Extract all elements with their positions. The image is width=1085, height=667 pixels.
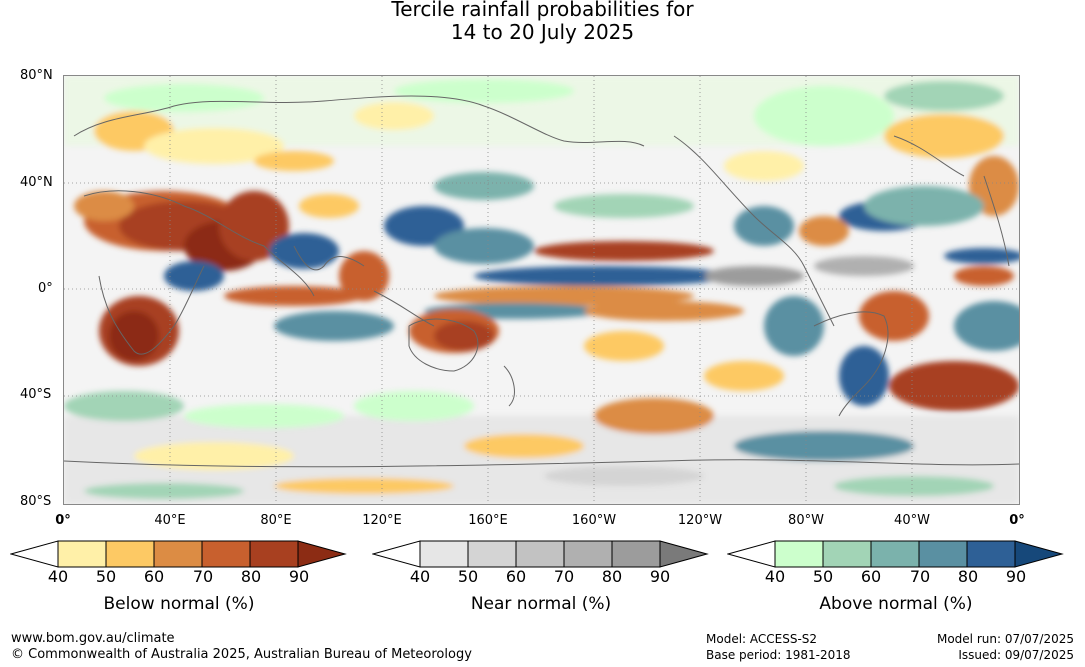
colorbar-segment (105, 540, 155, 568)
legend-near-normal (371, 540, 712, 572)
lat-label-40s: 40°S (20, 387, 52, 402)
colorbar-segment-below-40 (726, 540, 776, 568)
lat-label-80s: 80°S (20, 494, 52, 509)
colorbar-segment-below-40 (371, 540, 421, 568)
map-title-line-1: Tercile rainfall probabilities for (391, 0, 694, 21)
lon-label-120w: 120°W (677, 513, 723, 528)
colorbar-segment (822, 540, 872, 568)
colorbar-segment (153, 540, 203, 568)
colorbar-segment-above-90 (297, 540, 347, 568)
legend-near-tick: 90 (649, 567, 671, 586)
footer-issued: Issued: 09/07/2025 (958, 648, 1074, 662)
colorbar-segment (419, 540, 469, 568)
map-title-line-2: 14 to 20 July 2025 (450, 20, 635, 44)
legend-below-tick: 60 (143, 567, 165, 586)
legend-above-tick: 80 (957, 567, 979, 586)
legend-above-title: Above normal (%) (819, 594, 973, 614)
colorbar-segment (870, 540, 920, 568)
probability-map-svg (64, 76, 1019, 504)
colorbar-segment (57, 540, 107, 568)
colorbar-segment (918, 540, 968, 568)
colorbar-segment (467, 540, 517, 568)
lat-label-40n: 40°N (20, 175, 53, 190)
colorbar-segment (611, 540, 661, 568)
lon-label-80e: 80°E (260, 513, 292, 528)
colorbar-segment-above-90 (1014, 540, 1064, 568)
lon-label-40w: 40°W (894, 513, 930, 528)
legend-below-tick: 40 (47, 567, 69, 586)
legend-near-tick: 60 (505, 567, 527, 586)
footer-site-link[interactable]: www.bom.gov.au/climate (11, 631, 175, 646)
footer-base-period: Base period: 1981-2018 (706, 648, 851, 662)
legend-below-tick: 90 (288, 567, 310, 586)
colorbar-near-normal (371, 540, 709, 568)
footer-copyright: © Commonwealth of Australia 2025, Austra… (11, 647, 472, 662)
legend-below-tick: 80 (240, 567, 262, 586)
legend-near-title: Near normal (%) (470, 594, 612, 614)
colorbar-segment (515, 540, 565, 568)
footer-model: Model: ACCESS-S2 (706, 632, 818, 646)
lon-label-80w: 80°W (788, 513, 824, 528)
lon-label-0-west: 0° (55, 513, 71, 528)
legend-near-tick: 40 (409, 567, 431, 586)
legend-above-normal (726, 540, 1067, 572)
legend-near-tick: 80 (601, 567, 623, 586)
lon-label-120e: 120°E (362, 513, 402, 528)
legend-near-tick: 70 (553, 567, 575, 586)
legend-below-tick: 50 (95, 567, 117, 586)
colorbar-segment (563, 540, 613, 568)
probability-map (63, 75, 1020, 505)
legend-above-tick: 50 (812, 567, 834, 586)
legend-above-tick: 60 (860, 567, 882, 586)
legend-above-tick: 70 (909, 567, 931, 586)
legend-below-title: Below normal (%) (103, 594, 255, 614)
colorbar-segment-below-40 (9, 540, 59, 568)
footer-model-run: Model run: 07/07/2025 (936, 632, 1074, 646)
colorbar-segment (249, 540, 299, 568)
colorbar-above-normal (726, 540, 1064, 568)
legend-below-normal (9, 540, 350, 572)
lon-label-160w: 160°W (571, 513, 617, 528)
legend-above-tick: 90 (1005, 567, 1027, 586)
lon-label-40e: 40°E (154, 513, 186, 528)
lat-label-80n: 80°N (20, 68, 53, 83)
colorbar-segment (966, 540, 1016, 568)
colorbar-segment (201, 540, 251, 568)
legend-below-tick: 70 (192, 567, 214, 586)
colorbar-segment-above-90 (659, 540, 709, 568)
lat-label-equator: 0° (38, 281, 53, 296)
lon-label-0-east: 0° (1009, 513, 1025, 528)
lon-label-160e: 160°E (468, 513, 508, 528)
legend-above-tick: 40 (764, 567, 786, 586)
colorbar-segment (774, 540, 824, 568)
legend-near-tick: 50 (457, 567, 479, 586)
colorbar-below-normal (9, 540, 347, 568)
